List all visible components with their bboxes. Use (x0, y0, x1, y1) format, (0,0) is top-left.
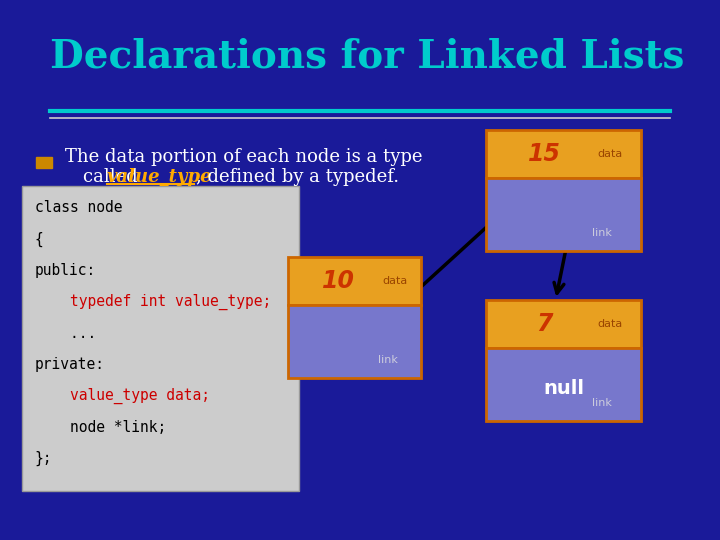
Text: 7: 7 (536, 312, 553, 336)
Text: link: link (378, 355, 398, 365)
Text: Declarations for Linked Lists: Declarations for Linked Lists (50, 38, 685, 76)
Bar (486, 130, 641, 178)
Text: called: called (83, 168, 143, 186)
Text: {: { (35, 232, 43, 247)
Text: class node: class node (35, 200, 122, 215)
Bar (486, 178, 641, 251)
Text: typedef int value_type;: typedef int value_type; (35, 294, 271, 310)
Bar (288, 305, 421, 378)
Text: data: data (597, 149, 623, 159)
Bar (486, 348, 641, 421)
Text: null: null (543, 379, 584, 398)
Text: link: link (592, 398, 612, 408)
Text: The data portion of each node is a type: The data portion of each node is a type (65, 147, 423, 166)
Bar (288, 256, 421, 305)
Text: ...: ... (35, 326, 96, 341)
Bar (36, 157, 52, 168)
Text: node *link;: node *link; (35, 420, 166, 435)
Text: value_type: value_type (107, 168, 212, 186)
Text: private:: private: (35, 357, 104, 372)
Text: data: data (597, 319, 623, 329)
Bar (22, 186, 299, 491)
Text: public:: public: (35, 263, 96, 278)
Text: value_type data;: value_type data; (35, 388, 210, 404)
Text: data: data (382, 276, 408, 286)
Bar (486, 300, 641, 348)
Text: link: link (592, 228, 612, 238)
Text: 10: 10 (322, 269, 355, 293)
Text: 15: 15 (528, 142, 562, 166)
Text: };: }; (35, 451, 52, 466)
Text: , defined by a typedef.: , defined by a typedef. (196, 168, 399, 186)
